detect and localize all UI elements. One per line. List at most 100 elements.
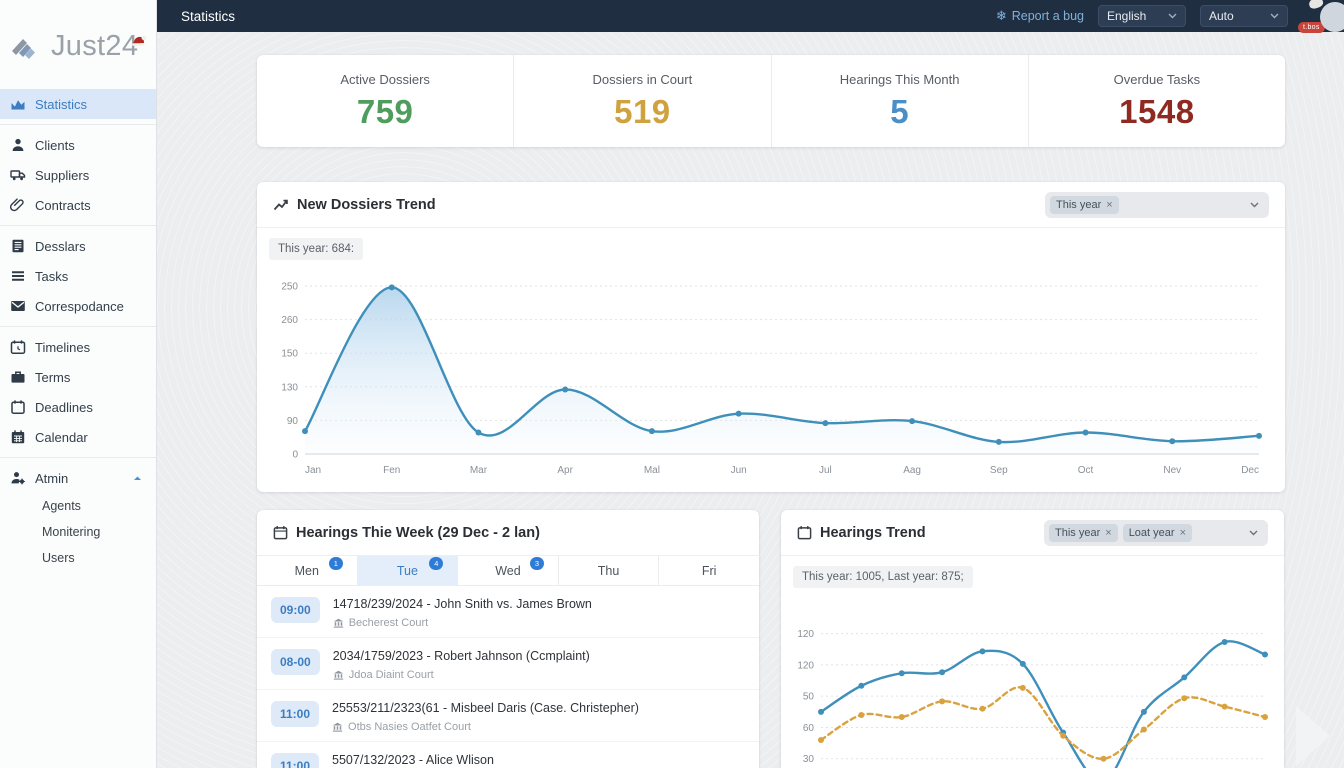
- svg-text:Sep: Sep: [990, 465, 1008, 476]
- day-tab-tue[interactable]: Tue 4: [357, 556, 459, 585]
- sidebar-item-label: Contracts: [35, 197, 91, 213]
- hearing-list-item[interactable]: 11:00 25553/211/2323(61 - Misbeel Daris (…: [257, 689, 759, 741]
- main-content: Active Dossiers 759 Dossiers in Court 519 He…: [157, 32, 1344, 768]
- ledger-icon: [10, 238, 26, 254]
- hearing-time-pill: 11:00: [271, 701, 320, 727]
- panel-title: Hearings Thie Week (29 Dec - 2 lan): [296, 524, 540, 541]
- new-dossiers-trend-card: New Dossiers Trend This year × This year:…: [257, 182, 1285, 492]
- panel-title: Hearings Trend: [820, 524, 926, 541]
- stat-value: 1548: [1119, 92, 1195, 130]
- list-icon: [10, 268, 26, 284]
- filter-chip[interactable]: This year ×: [1049, 523, 1118, 542]
- close-icon[interactable]: ×: [1179, 526, 1186, 539]
- topbar-right: ❄ Report a bug English Auto t.bos: [995, 0, 1344, 33]
- day-tab-wed[interactable]: Wed 3: [458, 556, 559, 585]
- hearings-trend-chart: 120 120 50 60 30: [787, 606, 1279, 768]
- chart-icon: [10, 96, 26, 112]
- hearing-list-item[interactable]: 09:00 14718/239/2024 - John Snith vs. Jam…: [257, 586, 759, 637]
- sidebar-item-atmin[interactable]: Atmin: [0, 463, 156, 493]
- language-select[interactable]: English: [1098, 5, 1186, 27]
- courthouse-icon: [332, 722, 343, 733]
- sidebar-item-deadlines[interactable]: Deadlines: [0, 392, 156, 422]
- sidebar-item-contracts[interactable]: Contracts: [0, 190, 156, 220]
- sidebar-subitem-monitering[interactable]: Monitering: [42, 525, 101, 539]
- sidebar-item-suppliers[interactable]: Suppliers: [0, 160, 156, 190]
- background-chevron-decoration: [1292, 704, 1336, 768]
- sidebar-item-terms[interactable]: Terms: [0, 362, 156, 392]
- chart-summary-pill: This year: 684:: [269, 238, 364, 260]
- calendar-icon: [797, 525, 812, 540]
- sidebar-subitem-agents[interactable]: Agents: [42, 499, 81, 513]
- sidebar-item-timelines[interactable]: Timelines: [0, 332, 156, 362]
- stat-label: Overdue Tasks: [1113, 71, 1201, 87]
- stat-dossiers-in-court: Dossiers in Court 519: [514, 55, 772, 147]
- filter-chip[interactable]: Loat year ×: [1122, 523, 1192, 542]
- hearings-trend-card: Hearings Trend This year × Loat year × This…: [781, 510, 1284, 768]
- user-avatar[interactable]: t.bos: [1298, 0, 1344, 33]
- courthouse-icon: [333, 670, 344, 681]
- stats-summary-card: Active Dossiers 759 Dossiers in Court 519 He…: [257, 55, 1285, 147]
- sidebar-item-correspodance[interactable]: Correspodance: [0, 291, 156, 321]
- stat-value: 519: [614, 92, 671, 130]
- sidebar-item-label: Deadlines: [35, 399, 93, 415]
- sidebar-divider: [0, 124, 156, 125]
- hearing-title: 14718/239/2024 - John Snith vs. James Br…: [332, 597, 592, 611]
- year-filter-select[interactable]: This year × Loat year ×: [1044, 519, 1268, 546]
- secondary-avatar[interactable]: [1320, 2, 1344, 32]
- hearing-time-pill: 11:00: [271, 753, 320, 768]
- svg-text:90: 90: [287, 416, 299, 427]
- timeline-icon: [10, 339, 26, 355]
- page-title: Statistics: [181, 8, 236, 24]
- sidebar-divider: [0, 457, 156, 458]
- filter-chip-label: This year: [1055, 526, 1101, 539]
- panel-header: Hearings Trend This year × Loat year ×: [781, 510, 1284, 556]
- hearing-court-label: Otbs Nasies Oatfet Court: [348, 721, 471, 733]
- svg-text:Jul: Jul: [819, 465, 832, 476]
- person-icon: [10, 137, 26, 153]
- filter-chip-label: This year: [1056, 198, 1102, 211]
- avatar-badge: t.bos: [1298, 22, 1325, 33]
- calendar-grid-icon: [10, 429, 26, 445]
- stat-value: 759: [356, 92, 414, 130]
- panel-title: New Dossiers Trend: [297, 196, 436, 213]
- chart-summary-pill: This year: 1005, Last year: 875;: [793, 566, 973, 588]
- svg-text:Apr: Apr: [557, 465, 573, 476]
- svg-text:60: 60: [803, 723, 815, 734]
- hearing-title: 5507/132/2023 - Alice Wlison: [332, 753, 494, 767]
- sidebar-item-calendar[interactable]: Calendar: [0, 422, 156, 452]
- sidebar-item-clients[interactable]: Clients: [0, 130, 156, 160]
- day-tab-thu[interactable]: Thu: [559, 556, 660, 585]
- hearing-list-item[interactable]: 08-00 2034/1759/2023 - Robert Jahnson (Cc…: [257, 637, 759, 689]
- stat-label: Active Dossiers: [340, 71, 430, 87]
- stat-label: Hearings This Month: [839, 71, 960, 87]
- sidebar-item-label: Suppliers: [35, 167, 90, 183]
- courthouse-icon: [333, 618, 344, 629]
- year-filter-select[interactable]: This year ×: [1045, 191, 1269, 218]
- svg-text:30: 30: [803, 754, 815, 765]
- stat-label: Dossiers in Court: [592, 71, 693, 87]
- panel-header: New Dossiers Trend This year ×: [257, 182, 1285, 228]
- day-tab-fri[interactable]: Fri: [659, 556, 759, 585]
- sidebar-item-label: Timelines: [35, 339, 91, 355]
- sidebar-subitem-users[interactable]: Users: [42, 551, 75, 565]
- report-bug-link[interactable]: ❄ Report a bug: [995, 8, 1084, 23]
- chevron-down-icon: [1249, 530, 1258, 536]
- svg-text:Jun: Jun: [731, 465, 747, 476]
- hearing-court: Otbs Nasies Oatfet Court: [332, 721, 639, 733]
- theme-select[interactable]: Auto: [1200, 5, 1288, 27]
- calendar-icon: [10, 399, 26, 415]
- sidebar-item-tasks[interactable]: Tasks: [0, 261, 156, 291]
- close-icon[interactable]: ×: [1105, 526, 1112, 539]
- day-count-badge: 3: [529, 557, 544, 570]
- sidebar-nav: Statistics Clients Suppliers Contracts Dessl…: [0, 89, 156, 571]
- caret-up-icon: [133, 475, 142, 481]
- sidebar-item-statistics[interactable]: Statistics: [0, 89, 156, 119]
- svg-text:Dec: Dec: [1241, 465, 1259, 476]
- day-tab-label: Thu: [597, 563, 620, 578]
- svg-text:Nev: Nev: [1163, 465, 1181, 476]
- sidebar-item-desslars[interactable]: Desslars: [0, 231, 156, 261]
- day-tab-men[interactable]: Men 1: [257, 556, 358, 585]
- filter-chip[interactable]: This year ×: [1050, 195, 1119, 214]
- close-icon[interactable]: ×: [1106, 198, 1113, 211]
